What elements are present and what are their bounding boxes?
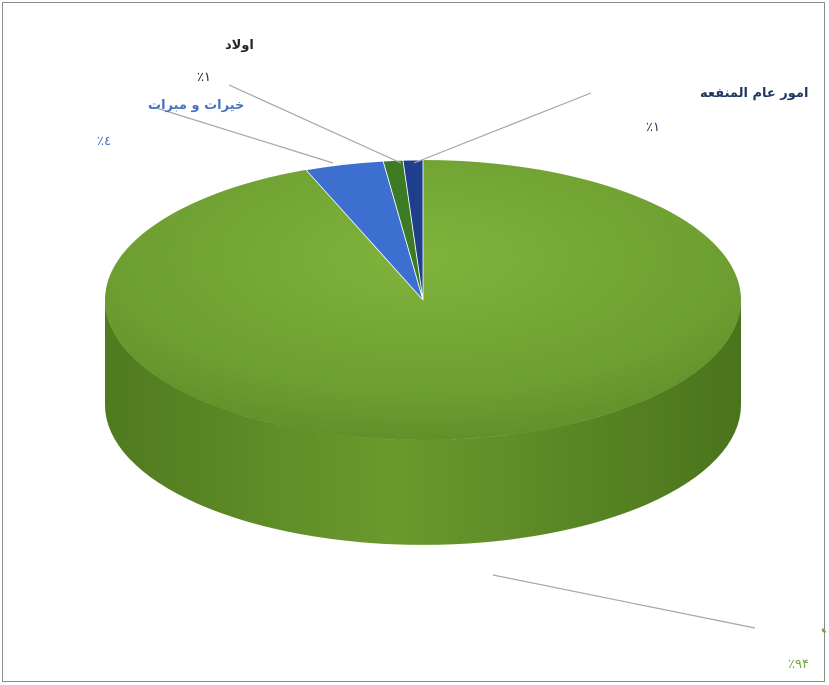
slice-percent-0: ٪۹۴ bbox=[788, 657, 809, 672]
leader-line-3 bbox=[413, 92, 592, 164]
pie-chart: عزاداری ٪۹۴ خیرات و مبرات ٪٤ اولاد ٪۱ امور عام… bbox=[97, 38, 826, 672]
slice-percent-3: ٪۱ bbox=[646, 120, 660, 135]
pie-top-face bbox=[105, 159, 741, 441]
slice-percent-2: ٪۱ bbox=[197, 70, 211, 85]
pie-side-wall bbox=[105, 300, 741, 545]
slice-percent-1: ٪٤ bbox=[97, 134, 111, 149]
leader-line-1 bbox=[152, 106, 334, 164]
slice-label-2: اولاد bbox=[225, 38, 254, 53]
slice-side-عزاداری bbox=[105, 300, 741, 545]
slice-label-1: خیرات و مبرات bbox=[148, 98, 244, 113]
slice-label-3: امور عام المنفعه bbox=[700, 86, 808, 101]
leader-line-2 bbox=[228, 84, 402, 164]
leader-line-0 bbox=[492, 574, 756, 629]
slice-label-0: عزاداری bbox=[821, 620, 826, 635]
leader-lines bbox=[152, 84, 756, 629]
slice-labels: عزاداری ٪۹۴ خیرات و مبرات ٪٤ اولاد ٪۱ امور عام… bbox=[97, 38, 826, 672]
